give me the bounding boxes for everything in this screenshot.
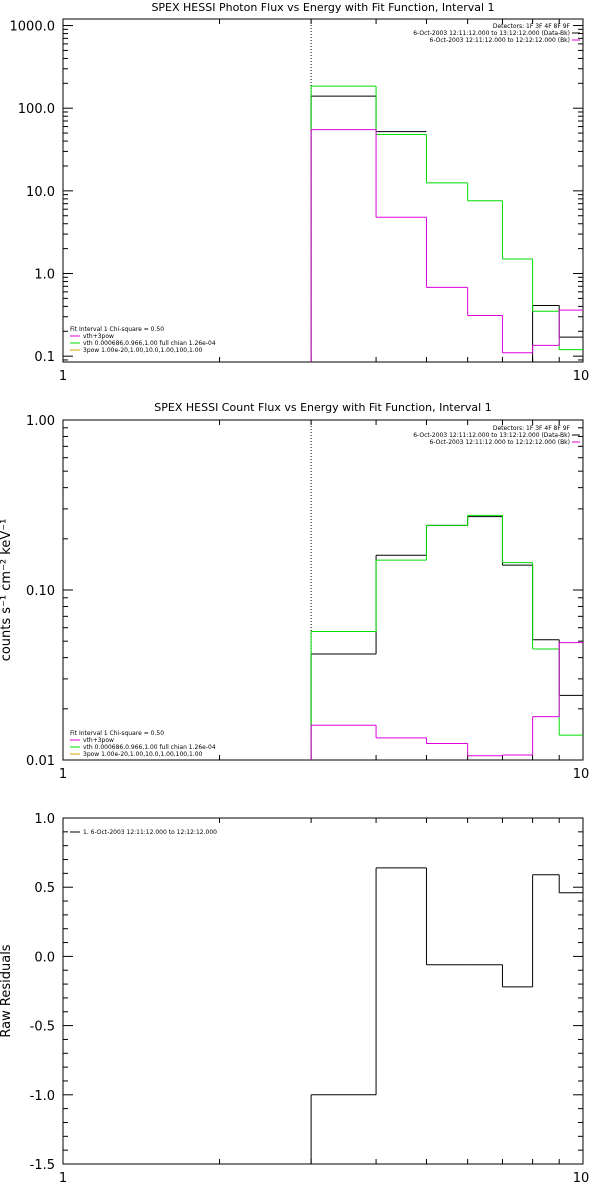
y-tick-label: 1.0 bbox=[34, 812, 55, 827]
legend-entry: 3pow 1.00e-20,1.00,10.0,1.00,100,1.00 bbox=[83, 751, 203, 758]
chart-title: SPEX HESSI Photon Flux vs Energy with Fi… bbox=[151, 1, 494, 14]
y-tick-label: 0.5 bbox=[34, 881, 55, 896]
plot-frame bbox=[62, 18, 584, 363]
y-tick-label: 100.0 bbox=[18, 102, 55, 117]
series-3 bbox=[310, 129, 583, 362]
chart-panel-2: SPEX HESSI Count Flux vs Energy with Fit… bbox=[0, 401, 589, 782]
y-axis-ticks bbox=[63, 817, 583, 1165]
legend-entry: vth+3pow bbox=[83, 333, 114, 340]
y-tick-label: 0.01 bbox=[26, 754, 55, 769]
legend-entry: vth+3pow bbox=[83, 737, 114, 744]
legend-entry: Fit Interval 1 Chi-square = 0.50 bbox=[70, 730, 164, 737]
y-tick-label: 1000.0 bbox=[10, 20, 56, 35]
x-tick-label: 10 bbox=[573, 369, 590, 384]
info-line: 6-Oct-2003 12:11:12.000 to 13:12:12.000 … bbox=[413, 30, 570, 37]
y-tick-label: -1.0 bbox=[30, 1089, 55, 1104]
y-tick-label: -1.5 bbox=[30, 1158, 55, 1173]
y-axis-ticks bbox=[63, 419, 583, 761]
x-tick-label: 1 bbox=[59, 1171, 67, 1186]
y-tick-label: -0.5 bbox=[30, 1020, 55, 1035]
series-1 bbox=[310, 516, 583, 760]
plot-frame bbox=[62, 419, 584, 761]
y-tick-label: 1.0 bbox=[34, 268, 55, 283]
chart-title: SPEX HESSI Count Flux vs Energy with Fit… bbox=[154, 401, 491, 414]
legend-entry: vth 0.000686,0.966,1.00 full chian 1.26e… bbox=[83, 744, 216, 751]
series-3 bbox=[310, 642, 583, 760]
info-line: 6-Oct-2003 12:11:12.000 to 13:12:12.000 … bbox=[413, 432, 570, 439]
chart-panel-3: 1 10 1.0 0.5 0.0 -0.5 -1.0 -1.5 Raw Residuals 1. … bbox=[0, 812, 589, 1186]
x-axis-ticks bbox=[62, 818, 584, 1164]
series-1 bbox=[310, 867, 583, 1164]
y-axis-label: counts s⁻¹ cm⁻² keV⁻¹ bbox=[0, 519, 14, 662]
legend-entry: 1. 6-Oct-2003 12:11:12.000 to 12:12:12.0… bbox=[83, 829, 217, 836]
y-axis-label: Raw Residuals bbox=[0, 944, 14, 1037]
x-tick-label: 10 bbox=[573, 1171, 590, 1186]
x-axis-ticks bbox=[62, 19, 584, 362]
chart-panel-1: SPEX HESSI Photon Flux vs Energy with Fi… bbox=[10, 1, 590, 384]
x-tick-label: 10 bbox=[573, 767, 590, 782]
y-tick-label: 0.1 bbox=[34, 350, 55, 365]
legend-entry: vth 0.000686,0.966,1.00 full chian 1.26e… bbox=[83, 340, 216, 347]
y-axis-ticks bbox=[63, 25, 583, 361]
x-tick-label: 1 bbox=[59, 767, 67, 782]
series-2 bbox=[310, 85, 583, 362]
y-tick-label: 1.00 bbox=[26, 414, 55, 429]
info-line: 6-Oct-2003 12:11:12.000 to 12:12:12.000 … bbox=[430, 37, 571, 44]
x-tick-label: 1 bbox=[59, 369, 67, 384]
info-line: Detectors: 1F 3F 4F 8F 9F bbox=[493, 23, 571, 30]
series-2 bbox=[310, 514, 583, 760]
legend-entry: Fit Interval 1 Chi-square = 0.50 bbox=[70, 326, 164, 333]
y-tick-label: 10.0 bbox=[26, 185, 55, 200]
info-line: Detectors: 1F 3F 4F 8F 9F bbox=[493, 425, 571, 432]
series-1 bbox=[310, 95, 583, 362]
plot-frame bbox=[62, 817, 584, 1165]
x-axis-ticks bbox=[62, 420, 584, 760]
y-tick-label: 0.10 bbox=[26, 584, 55, 599]
legend-entry: 3pow 1.00e-20,1.00,10.0,1.00,100,1.00 bbox=[83, 347, 203, 354]
info-line: 6-Oct-2003 12:11:12.000 to 12:12:12.000 … bbox=[430, 439, 571, 446]
y-tick-label: 0.0 bbox=[34, 950, 55, 965]
